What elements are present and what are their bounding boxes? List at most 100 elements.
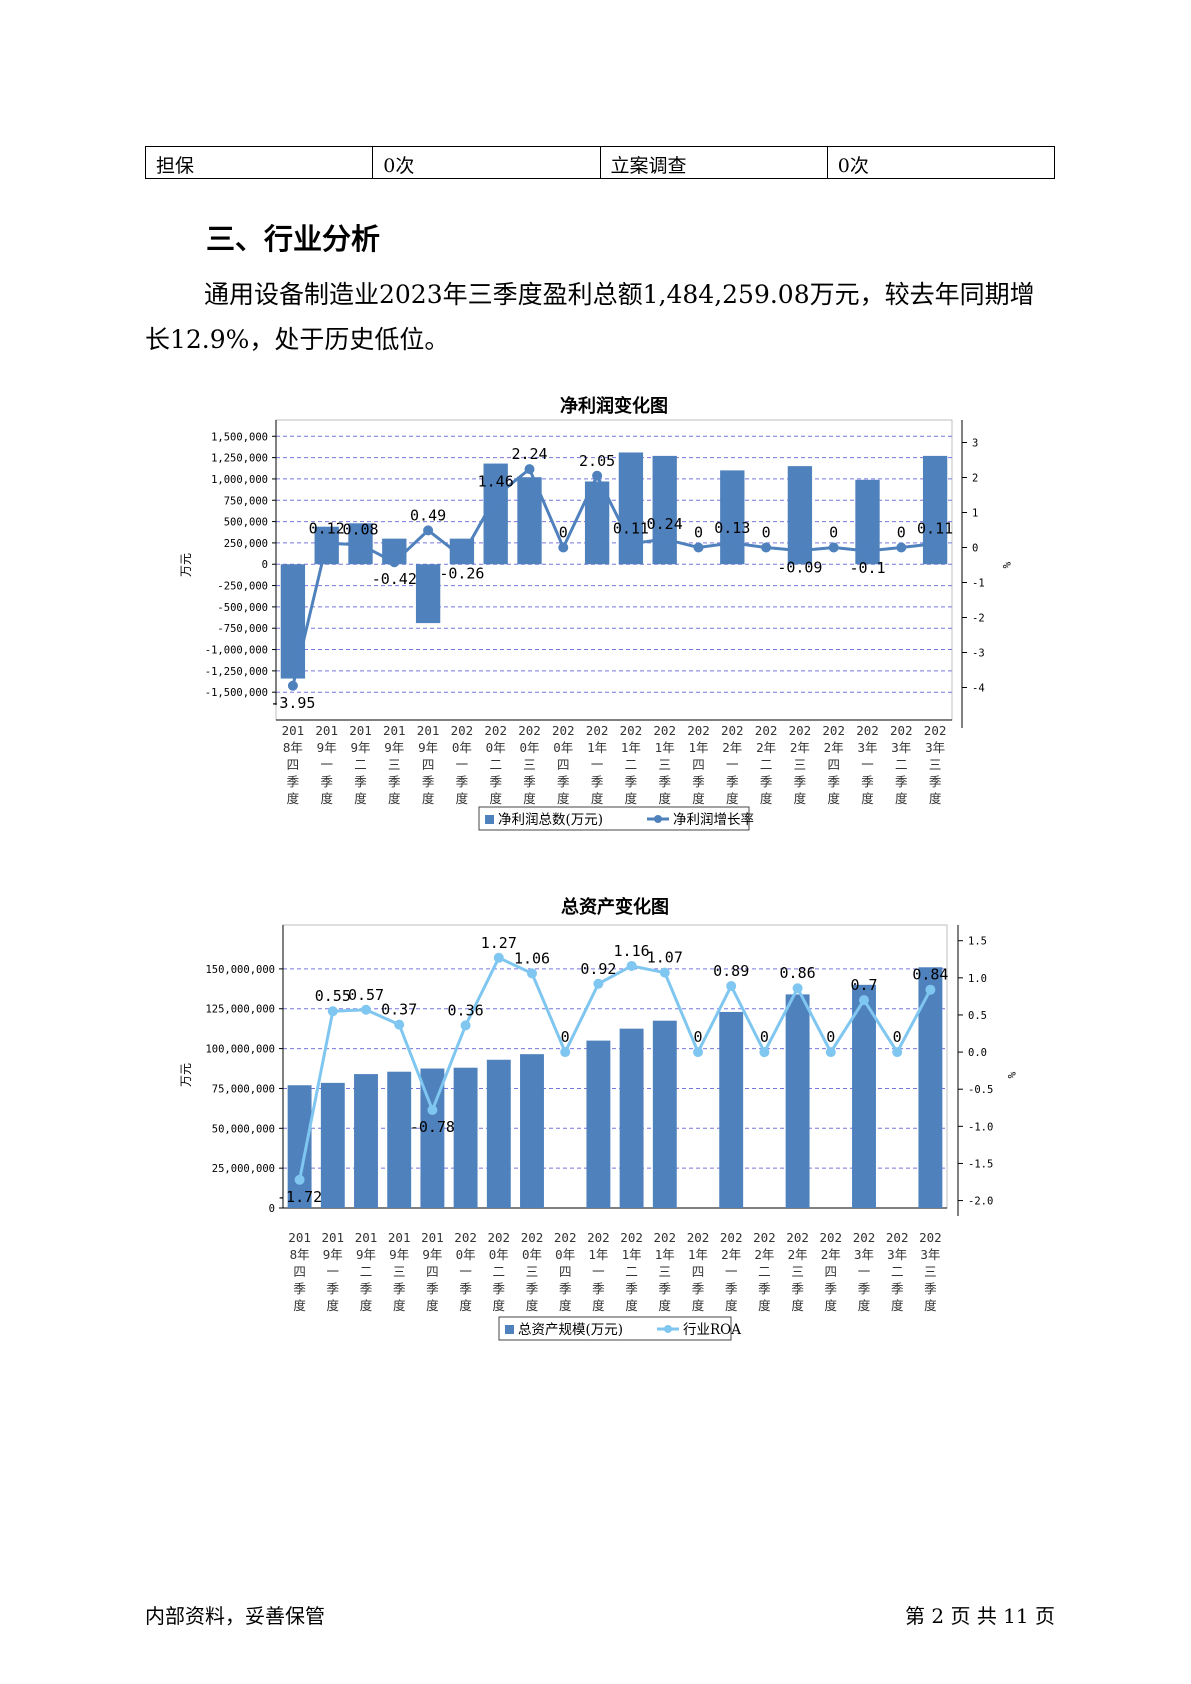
data-label: 0.13 bbox=[714, 519, 750, 537]
data-label: 1.27 bbox=[481, 934, 517, 952]
data-label: 1.46 bbox=[478, 472, 514, 490]
data-label: 0 bbox=[829, 524, 838, 542]
line-point bbox=[327, 1006, 338, 1017]
table-cell: 0次 bbox=[826, 146, 1056, 179]
legend-label: 行业ROA bbox=[683, 1322, 741, 1338]
table-cell: 0次 bbox=[372, 146, 601, 179]
y-tick-label: 125,000,000 bbox=[205, 1004, 275, 1016]
legend-swatch-marker bbox=[664, 1325, 672, 1333]
data-label: 0.7 bbox=[850, 976, 877, 994]
data-label: -0.26 bbox=[439, 565, 484, 583]
legend-label: 总资产规模(万元) bbox=[518, 1322, 623, 1338]
y-tick-label: 0 bbox=[269, 1203, 275, 1215]
data-label: -0.1 bbox=[849, 559, 885, 577]
y-tick-label: -500,000 bbox=[217, 602, 268, 614]
line-point bbox=[456, 551, 467, 562]
x-tick-label: 202 3年一季度 bbox=[856, 723, 879, 806]
table-cell: 担保 bbox=[144, 146, 374, 179]
series-line bbox=[291, 466, 936, 687]
x-tick-label: 202 3年三季度 bbox=[919, 1230, 942, 1313]
line-point bbox=[896, 542, 907, 553]
data-label: 0.92 bbox=[580, 960, 616, 978]
legend-swatch-bar bbox=[505, 1325, 514, 1334]
series-line bbox=[298, 955, 932, 1181]
y-axis-label: 万元 bbox=[179, 1063, 193, 1087]
x-tick-label: 202 0年二季度 bbox=[484, 723, 507, 806]
page-number: 第 2 页 共 11 页 bbox=[905, 1604, 1055, 1628]
y-tick-label: -750,000 bbox=[217, 623, 268, 635]
bar bbox=[652, 455, 677, 565]
x-tick-label: 202 1年三季度 bbox=[654, 1230, 677, 1313]
data-label: 0.08 bbox=[342, 521, 378, 539]
legend-swatch-bar bbox=[485, 815, 494, 824]
data-label: 0.57 bbox=[348, 986, 384, 1004]
section-paragraph: 通用设备制造业2023年三季度盈利总额1,484,259.08万元，较去年同期增… bbox=[145, 280, 1035, 354]
data-label: 0.89 bbox=[713, 962, 749, 980]
section-title: 三、行业分析 bbox=[206, 222, 381, 256]
bar bbox=[517, 477, 542, 565]
x-tick-label: 201 9年一季度 bbox=[322, 1230, 345, 1313]
y2-tick-label: 1.0 bbox=[968, 973, 987, 985]
table-cell: 立案调查 bbox=[599, 146, 828, 179]
data-label: -1.72 bbox=[277, 1188, 322, 1206]
x-tick-label: 202 3年一季度 bbox=[853, 1230, 876, 1313]
y-tick-label: -1,500,000 bbox=[205, 687, 268, 699]
legend-label: 净利润增长率 bbox=[673, 811, 754, 828]
bar bbox=[719, 1011, 744, 1208]
x-tick-label: 202 2年三季度 bbox=[786, 1230, 809, 1313]
line-point bbox=[321, 538, 332, 549]
line-point bbox=[792, 983, 803, 994]
y-tick-label: 75,000,000 bbox=[212, 1083, 275, 1095]
line-point bbox=[693, 542, 704, 553]
x-tick-label: 202 0年一季度 bbox=[451, 723, 474, 806]
line-point bbox=[558, 542, 569, 553]
x-tick-label: 202 3年二季度 bbox=[890, 723, 913, 806]
x-tick-label: 202 2年二季度 bbox=[755, 723, 778, 806]
line-point bbox=[524, 464, 535, 475]
x-tick-label: 202 0年四季度 bbox=[552, 723, 575, 806]
bar bbox=[387, 1071, 412, 1208]
bar bbox=[918, 967, 943, 1208]
bar bbox=[852, 984, 876, 1208]
x-tick-label: 202 2年四季度 bbox=[820, 1230, 843, 1313]
data-label: 0 bbox=[693, 1028, 702, 1046]
line-point bbox=[794, 545, 805, 556]
data-label: 0.55 bbox=[315, 987, 351, 1005]
y2-tick-label: -2 bbox=[972, 613, 985, 625]
x-tick-label: 202 1年一季度 bbox=[587, 1230, 610, 1313]
line-point bbox=[659, 967, 670, 978]
table-row: 担保 0次 立案调查 0次 bbox=[144, 146, 1056, 179]
line-point bbox=[527, 968, 537, 979]
line-point bbox=[592, 470, 603, 481]
y-tick-label: 50,000,000 bbox=[212, 1123, 275, 1135]
line-point bbox=[294, 1174, 305, 1185]
y2-tick-label: 3 bbox=[972, 438, 978, 450]
x-tick-label: 201 8年四季度 bbox=[288, 1230, 311, 1313]
legend-swatch-marker bbox=[654, 815, 662, 823]
line-point bbox=[626, 960, 637, 971]
data-label: 0 bbox=[826, 1028, 835, 1046]
line-point bbox=[355, 539, 366, 550]
net-profit-chart: 净利润变化图 1,500,000 1,250,000 1,000,000 750,000… bbox=[179, 395, 1013, 831]
x-tick-label: 202 2年三季度 bbox=[789, 723, 812, 806]
data-label: 0.11 bbox=[613, 520, 649, 538]
bar bbox=[453, 1067, 478, 1208]
y2-tick-label: -0.5 bbox=[968, 1084, 993, 1096]
x-tick-label: 202 0年一季度 bbox=[454, 1230, 477, 1313]
line-point bbox=[862, 546, 873, 556]
x-tick-label: 201 9年一季度 bbox=[315, 723, 338, 806]
data-label: 0 bbox=[762, 524, 771, 542]
data-label: 1.07 bbox=[647, 949, 683, 967]
y-axis-label: 万元 bbox=[179, 553, 193, 577]
y2-tick-label: 1.5 bbox=[968, 936, 987, 948]
line-point bbox=[892, 1047, 903, 1058]
x-tick-label: 201 9年二季度 bbox=[349, 723, 372, 806]
legend-box bbox=[478, 806, 750, 831]
x-tick-label: 202 2年一季度 bbox=[720, 1230, 743, 1313]
x-tick-label: 201 8年四季度 bbox=[282, 723, 305, 806]
footer-note: 内部资料，妥善保管 bbox=[145, 1604, 325, 1628]
x-tick-label: 202 3年二季度 bbox=[886, 1230, 909, 1313]
y-tick-label: 1,250,000 bbox=[211, 453, 268, 465]
line-point bbox=[925, 984, 936, 995]
y2-tick-label: -1.5 bbox=[968, 1158, 993, 1170]
